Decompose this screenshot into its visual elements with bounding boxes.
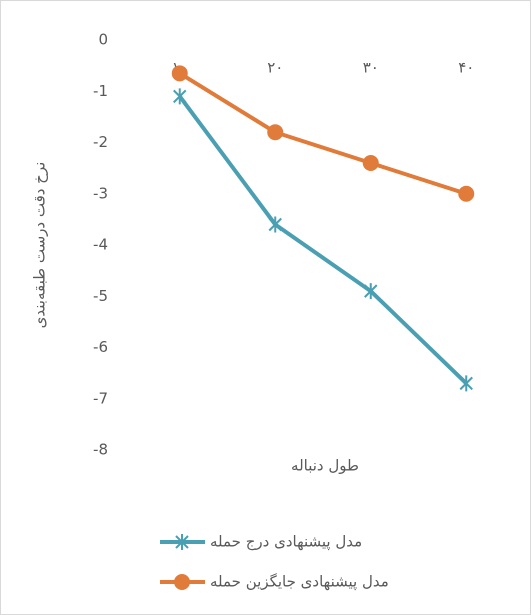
y-tick-label: -1 [93, 82, 108, 100]
y-tick-label: 0 [98, 31, 108, 49]
x-axis-label: طول دنباله [291, 457, 359, 475]
y-tick-label: -4 [93, 236, 108, 254]
y-tick-label: -8 [93, 441, 108, 459]
x-tick-label: ۴۰ [458, 59, 474, 77]
legend-marker [175, 534, 189, 550]
x-tick-label: ۲۰ [267, 59, 283, 77]
y-tick-label: -6 [93, 338, 108, 356]
y-tick-label: -7 [93, 389, 108, 407]
y-axis-label: نرخ دقت درست طبقه‌بندی [31, 162, 49, 329]
data-point [362, 155, 379, 171]
legend-label: مدل پیشنهادی درج حمله [210, 533, 362, 552]
data-point [458, 185, 475, 202]
data-point [364, 283, 378, 300]
data-point [267, 124, 284, 141]
legend-label: مدل پیشنهادی جایگزین حمله [210, 573, 389, 592]
data-point [459, 375, 473, 392]
data-point [173, 88, 187, 105]
y-tick-label: -3 [93, 184, 108, 202]
series-line [178, 71, 467, 196]
x-tick-label: ۳۰ [363, 59, 379, 77]
series-line [178, 95, 468, 385]
data-point [171, 65, 188, 82]
y-tick-label: -5 [93, 287, 108, 305]
data-point [268, 216, 282, 233]
legend-marker [174, 574, 190, 590]
y-tick-label: -2 [93, 133, 108, 151]
